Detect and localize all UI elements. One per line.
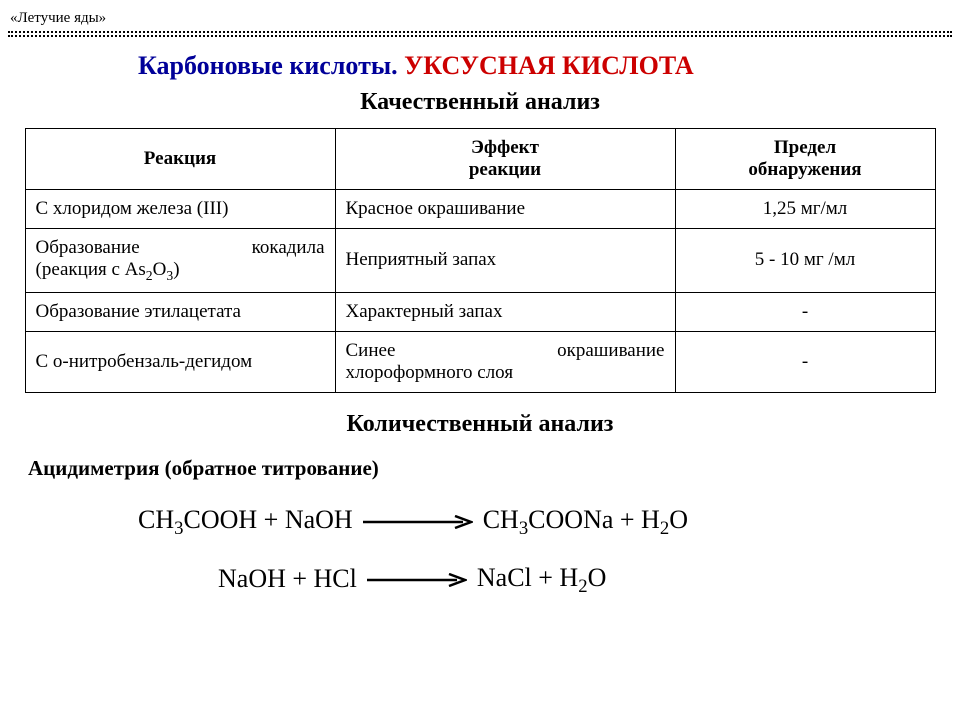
table-row: Образование кокадила (реакция с As2O3) Н… (25, 229, 935, 293)
col-header-reaction: Реакция (25, 129, 335, 190)
eq2-lhs: NaOH + HCl (218, 554, 357, 603)
cell-reaction: С хлоридом железа (III) (25, 190, 335, 229)
subheading-qualitative: Качественный анализ (8, 89, 952, 116)
cell-reaction: Образование этилацетата (25, 292, 335, 331)
cell-effect: Характерный запах (335, 292, 675, 331)
col-header-effect: Эффектреакции (335, 129, 675, 190)
cell-effect: Синее окрашивание хлороформного слоя (335, 331, 675, 392)
col-header-limit: Пределобнаружения (675, 129, 935, 190)
title-part1: Карбоновые кислоты. (138, 51, 404, 80)
equation-1: CH3COOH + NaOH CH3COONa + H2O (138, 495, 952, 547)
header-caption: «Летучие яды» (8, 10, 952, 29)
table-row: С о-нитробензаль-дегидом Синее окрашиван… (25, 331, 935, 392)
cell-limit: - (675, 331, 935, 392)
table-row: Образование этилацетата Характерный запа… (25, 292, 935, 331)
header-divider (8, 31, 952, 37)
eq2-rhs: NaCl + H2O (477, 553, 606, 605)
page-title: Карбоновые кислоты. УКСУСНАЯ КИСЛОТА (8, 51, 952, 81)
cell-effect: Неприятный запах (335, 229, 675, 293)
subheading-quantitative: Количественный анализ (8, 411, 952, 438)
equation-2: NaOH + HCl NaCl + H2O (138, 553, 952, 605)
cell-limit: 5 - 10 мг /мл (675, 229, 935, 293)
equations-block: CH3COOH + NaOH CH3COONa + H2O NaOH + HCl… (8, 495, 952, 605)
method-label: Ацидиметрия (обратное титрование) (8, 456, 952, 481)
eq1-lhs: CH3COOH + NaOH (138, 495, 353, 547)
cell-effect: Красное окрашивание (335, 190, 675, 229)
cell-reaction: Образование кокадила (реакция с As2O3) (25, 229, 335, 293)
arrow-icon (367, 554, 467, 603)
cell-reaction: С о-нитробензаль-дегидом (25, 331, 335, 392)
cell-limit: 1,25 мг/мл (675, 190, 935, 229)
table-row: С хлоридом железа (III) Красное окрашива… (25, 190, 935, 229)
qualitative-table: Реакция Эффектреакции Пределобнаружения … (25, 128, 936, 393)
cell-limit: - (675, 292, 935, 331)
eq1-rhs: CH3COONa + H2O (483, 495, 688, 547)
table-header-row: Реакция Эффектреакции Пределобнаружения (25, 129, 935, 190)
title-part2: УКСУСНАЯ КИСЛОТА (404, 51, 693, 80)
arrow-icon (363, 496, 473, 545)
